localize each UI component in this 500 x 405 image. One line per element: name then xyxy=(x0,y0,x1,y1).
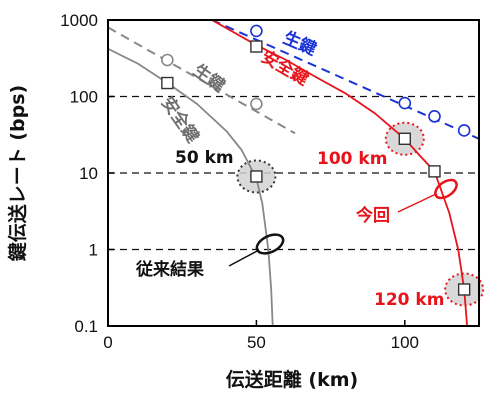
data-point-square xyxy=(161,76,174,90)
x-tick-label: 0 xyxy=(103,333,112,352)
series-line-今回-生鍵-2 xyxy=(211,20,479,140)
y-tick-label: 100 xyxy=(70,88,98,107)
annotation-this-result: 今回 xyxy=(356,205,390,226)
label-100km: 100 km xyxy=(317,149,387,169)
data-point-circle xyxy=(398,96,412,110)
data-point-circle xyxy=(457,124,471,137)
data-point-circle xyxy=(428,110,441,123)
gridlines xyxy=(108,95,479,251)
axis-ticks: 1000 100 10 1 0.1 0 50 100 xyxy=(60,11,419,352)
this-result-marker-ellipse xyxy=(434,178,458,200)
y-tick-label: 0.1 xyxy=(74,317,98,336)
series-line-従来-安全鍵-1 xyxy=(108,47,274,326)
data-point-circle xyxy=(250,24,263,38)
data-point-square xyxy=(250,170,263,183)
data-point-square xyxy=(428,165,441,178)
previous-results-leader xyxy=(228,249,260,267)
label-50km: 50 km xyxy=(175,148,234,168)
annotation-conventional-secure-key: 安全鍵 xyxy=(157,93,203,147)
y-axis-title: 鍵伝送レート (bps) xyxy=(6,85,29,262)
x-tick-label: 50 xyxy=(247,333,266,352)
data-point-circle xyxy=(250,97,263,111)
y-tick-label: 1 xyxy=(89,241,98,260)
annotation-previous-results: 従来結果 xyxy=(135,259,204,280)
this-result-leader xyxy=(397,193,437,213)
series-line-従来-生鍵-0 xyxy=(108,26,296,135)
previous-results-marker-ellipse xyxy=(255,233,285,255)
label-120km: 120 km xyxy=(374,290,444,310)
data-markers xyxy=(161,24,471,296)
data-point-circle xyxy=(161,53,174,67)
annotation-conventional-raw-key: 生鍵 xyxy=(189,60,229,97)
data-point-square xyxy=(398,132,411,145)
x-axis-title: 伝送距離 (km) xyxy=(226,368,358,391)
data-point-square xyxy=(457,283,471,296)
y-tick-label: 1000 xyxy=(60,11,98,30)
x-tick-label: 100 xyxy=(391,333,419,352)
y-tick-label: 10 xyxy=(79,164,98,183)
annotation-new-raw-key: 生鍵 xyxy=(280,27,320,60)
data-point-square xyxy=(250,40,263,53)
